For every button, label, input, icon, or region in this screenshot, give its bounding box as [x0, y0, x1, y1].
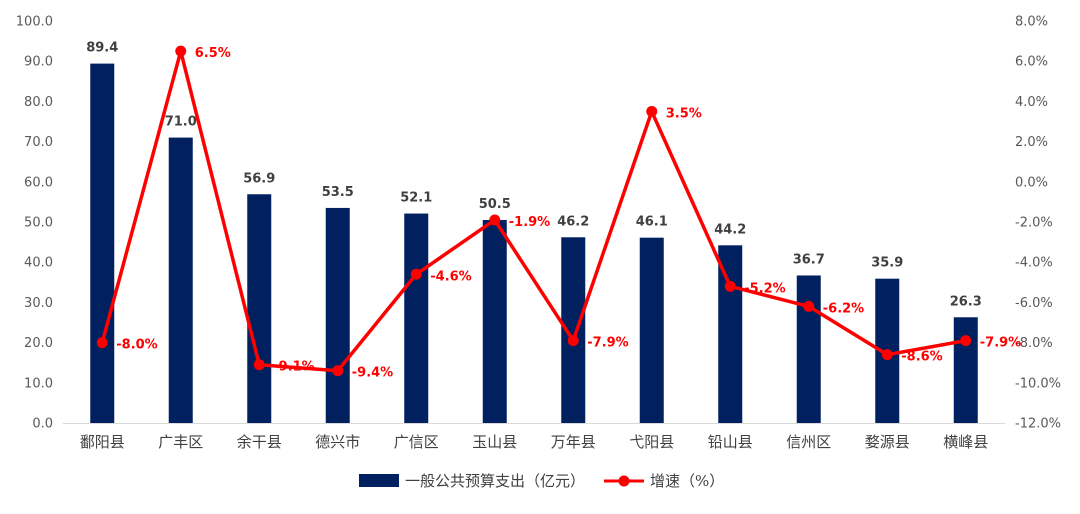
- left-axis-tick-label: 10.0: [24, 376, 53, 391]
- left-axis-tick-label: 20.0: [24, 336, 53, 351]
- right-axis-tick-label: 6.0%: [1015, 55, 1048, 70]
- right-axis-tick-label: -10.0%: [1015, 376, 1061, 391]
- right-axis-tick-label: -4.0%: [1015, 256, 1053, 271]
- category-label: 广丰区: [158, 433, 203, 451]
- legend-line-label: 增速（%）: [650, 472, 724, 490]
- growth-marker: [803, 300, 815, 312]
- bar-value-label: 35.9: [871, 256, 903, 271]
- category-label: 铅山县: [708, 433, 753, 451]
- bar-value-label: 46.2: [557, 214, 589, 229]
- growth-marker: [253, 359, 265, 371]
- growth-value-label: -8.0%: [116, 338, 157, 353]
- growth-value-label: -4.6%: [430, 269, 471, 284]
- right-axis-tick-label: 2.0%: [1015, 135, 1048, 150]
- left-axis-tick-label: 30.0: [24, 296, 53, 311]
- bar-value-label: 71.0: [165, 115, 197, 130]
- growth-marker: [175, 45, 187, 57]
- growth-marker: [567, 335, 579, 347]
- bar: [90, 63, 115, 423]
- x-axis-tick-labels: 鄱阳县 广丰区 余干县 德兴市 广信区 玉山县 万年县 弋阳县 铅山县 信州区 婺源县 横峰县: [80, 433, 989, 451]
- growth-value-label: -9.4%: [352, 366, 393, 381]
- legend-line-marker: [618, 475, 630, 487]
- growth-value-label: -1.9%: [509, 215, 550, 230]
- bar-value-label: 26.3: [950, 294, 982, 309]
- legend-bar-label: 一般公共预算支出（亿元）: [405, 472, 585, 490]
- right-axis-tick-label: -8.0%: [1015, 336, 1053, 351]
- bar: [639, 237, 664, 423]
- growth-value-label: -7.9%: [980, 336, 1021, 351]
- growth-value-label: -9.1%: [273, 360, 314, 375]
- bar-value-label: 53.5: [322, 185, 354, 200]
- left-axis-tick-label: 50.0: [24, 216, 53, 231]
- bar-value-label: 36.7: [793, 252, 825, 267]
- growth-marker: [410, 268, 422, 280]
- left-axis-tick-label: 80.0: [24, 95, 53, 110]
- left-y-axis: 0.0 10.0 20.0 30.0 40.0 50.0 60.0 70.0 80.0 90.0 1…: [16, 15, 53, 432]
- growth-marker: [646, 105, 658, 117]
- category-label: 余干县: [237, 433, 282, 451]
- growth-marker: [960, 335, 972, 347]
- bar-value-label: 56.9: [243, 171, 275, 186]
- category-label: 德兴市: [315, 433, 360, 451]
- category-label: 万年县: [551, 433, 596, 451]
- left-axis-tick-label: 60.0: [24, 175, 53, 190]
- right-axis-tick-label: 4.0%: [1015, 95, 1048, 110]
- growth-value-label: -7.9%: [587, 336, 628, 351]
- growth-value-label: -5.2%: [744, 281, 785, 296]
- left-axis-tick-label: 70.0: [24, 135, 53, 150]
- line-series: [96, 45, 972, 377]
- growth-marker: [96, 337, 108, 349]
- growth-marker: [881, 349, 893, 361]
- growth-value-label: -8.6%: [901, 350, 942, 365]
- category-label: 信州区: [786, 433, 831, 451]
- right-axis-tick-label: 8.0%: [1015, 15, 1048, 30]
- bar: [325, 207, 350, 423]
- bar-value-label: 89.4: [86, 41, 118, 56]
- right-axis-tick-label: -2.0%: [1015, 216, 1053, 231]
- category-label: 婺源县: [865, 433, 910, 451]
- legend: 一般公共预算支出（亿元） 增速（%）: [359, 472, 724, 490]
- left-axis-tick-label: 0.0: [32, 417, 53, 432]
- growth-value-label: -6.2%: [823, 301, 864, 316]
- category-label: 横峰县: [943, 433, 988, 451]
- right-y-axis: -12.0% -10.0% -8.0% -6.0% -4.0% -2.0% 0.0% 2.0%…: [1015, 15, 1061, 432]
- right-axis-tick-label: -6.0%: [1015, 296, 1053, 311]
- bar-value-label: 44.2: [714, 222, 746, 237]
- left-axis-tick-label: 100.0: [16, 15, 53, 30]
- bar: [796, 275, 821, 423]
- right-axis-tick-label: -12.0%: [1015, 417, 1061, 432]
- category-label: 广信区: [394, 433, 439, 451]
- bar: [247, 194, 272, 423]
- category-label: 弋阳县: [629, 433, 674, 451]
- bar-data-labels: 89.4 71.0 56.9 53.5 52.1 50.5 46.2 46.1 44.2 36.7…: [86, 41, 982, 310]
- bar: [404, 213, 429, 423]
- bar-series: [90, 63, 978, 423]
- bar: [168, 137, 193, 423]
- line-data-labels: -8.0% 6.5% -9.1% -9.4% -4.6% -1.9% -7.9% 3.5% -5…: [116, 46, 1021, 381]
- legend-bar-swatch: [359, 474, 399, 487]
- growth-marker: [489, 214, 501, 226]
- growth-marker: [332, 365, 344, 377]
- bar: [718, 245, 743, 423]
- bar-value-label: 46.1: [636, 215, 668, 230]
- right-axis-tick-label: 0.0%: [1015, 175, 1048, 190]
- bar: [953, 317, 978, 423]
- bar: [482, 219, 507, 423]
- growth-marker: [724, 280, 736, 292]
- left-axis-tick-label: 40.0: [24, 256, 53, 271]
- growth-value-label: 3.5%: [666, 106, 702, 121]
- category-label: 玉山县: [472, 433, 517, 451]
- growth-value-label: 6.5%: [195, 46, 231, 61]
- bar-value-label: 50.5: [479, 197, 511, 212]
- left-axis-tick-label: 90.0: [24, 55, 53, 70]
- growth-line: [100, 49, 967, 373]
- category-label: 鄱阳县: [80, 433, 125, 451]
- bar-value-label: 52.1: [400, 191, 432, 206]
